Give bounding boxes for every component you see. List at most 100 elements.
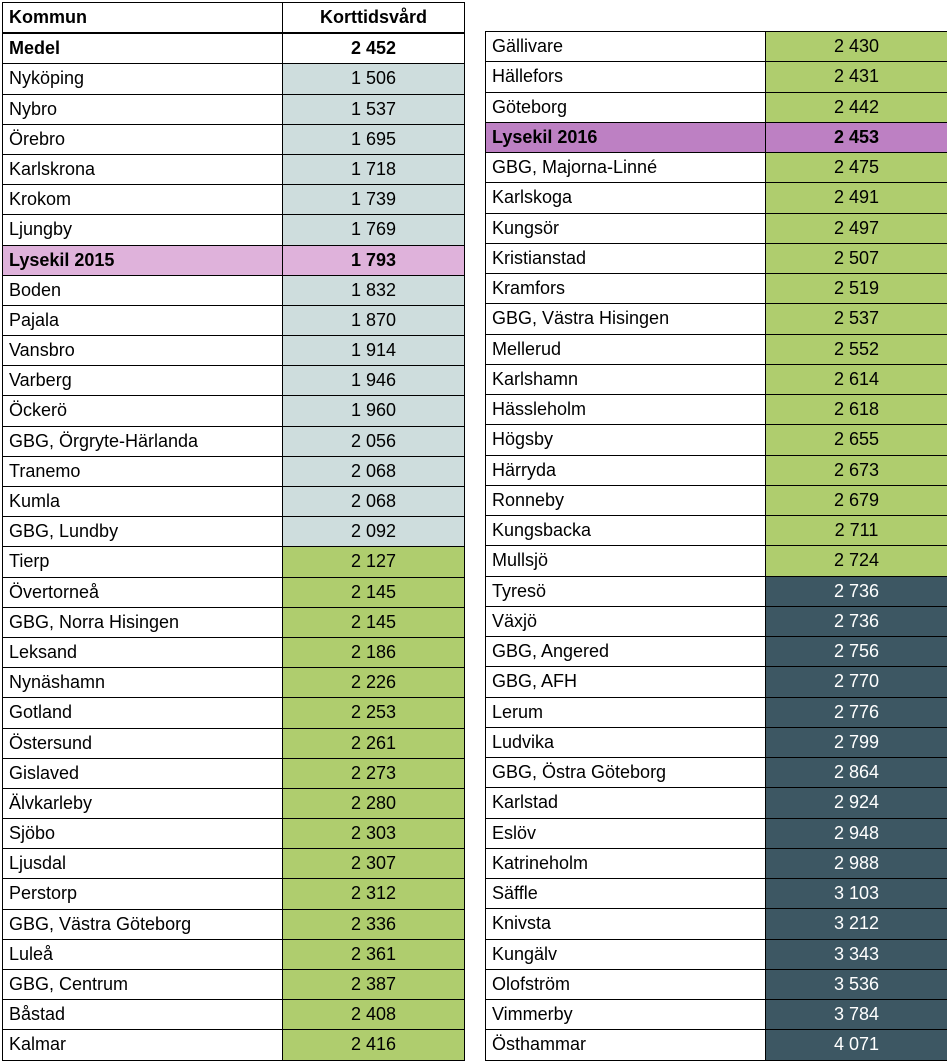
table-row: GBG, Angered2 756	[486, 637, 947, 667]
cell-kommun: GBG, Lundby	[3, 517, 283, 547]
cell-kommun: Högsby	[486, 425, 766, 455]
table-row: Eslöv2 948	[486, 818, 947, 848]
cell-value: 2 711	[766, 516, 947, 546]
cell-kommun: Pajala	[3, 305, 283, 335]
cell-value: 2 430	[766, 32, 947, 62]
cell-value: 2 679	[766, 485, 947, 515]
cell-kommun: Katrineholm	[486, 848, 766, 878]
table-row: Mullsjö2 724	[486, 546, 947, 576]
cell-value: 2 864	[766, 758, 947, 788]
cell-kommun: Tranemo	[3, 456, 283, 486]
cell-kommun: GBG, Östra Göteborg	[486, 758, 766, 788]
cell-value: 2 491	[766, 183, 947, 213]
table-row: GBG, Majorna-Linné2 475	[486, 153, 947, 183]
table-row: Karlskrona1 718	[3, 154, 465, 184]
table-row: Karlshamn2 614	[486, 364, 947, 394]
table-row: Ljungby1 769	[3, 215, 465, 245]
cell-kommun: Kungälv	[486, 939, 766, 969]
cell-kommun: Mellerud	[486, 334, 766, 364]
cell-kommun: GBG, Angered	[486, 637, 766, 667]
cell-kommun: GBG, Centrum	[3, 970, 283, 1000]
table-row: Varberg1 946	[3, 366, 465, 396]
cell-value: 1 832	[283, 275, 465, 305]
table-row: Övertorneå2 145	[3, 577, 465, 607]
table-row: GBG, Västra Göteborg2 336	[3, 909, 465, 939]
cell-value: 1 946	[283, 366, 465, 396]
cell-kommun: Varberg	[3, 366, 283, 396]
cell-kommun: GBG, Västra Hisingen	[486, 304, 766, 334]
header-value: Korttidsvård	[283, 3, 465, 34]
table-row: Kramfors2 519	[486, 274, 947, 304]
cell-value: 2 312	[283, 879, 465, 909]
table-row: Sjöbo2 303	[3, 819, 465, 849]
cell-value: 2 280	[283, 788, 465, 818]
cell-kommun: Krokom	[3, 185, 283, 215]
cell-value: 3 784	[766, 1000, 947, 1030]
table-row: GBG, AFH2 770	[486, 667, 947, 697]
cell-value: 1 914	[283, 336, 465, 366]
cell-value: 2 452	[283, 33, 465, 64]
table-row: Gällivare2 430	[486, 32, 947, 62]
cell-kommun: Vansbro	[3, 336, 283, 366]
cell-value: 2 408	[283, 1000, 465, 1030]
cell-value: 2 303	[283, 819, 465, 849]
table-row: Älvkarleby2 280	[3, 788, 465, 818]
cell-value: 1 793	[283, 245, 465, 275]
cell-value: 3 103	[766, 879, 947, 909]
cell-kommun: Lysekil 2015	[3, 245, 283, 275]
cell-kommun: Nyköping	[3, 64, 283, 94]
cell-value: 2 442	[766, 92, 947, 122]
cell-value: 2 431	[766, 62, 947, 92]
table-row: Vimmerby3 784	[486, 1000, 947, 1030]
cell-value: 2 618	[766, 395, 947, 425]
table-row: Medel2 452	[3, 33, 465, 64]
cell-kommun: Tierp	[3, 547, 283, 577]
table-row: Östhammar4 071	[486, 1030, 947, 1060]
cell-value: 2 475	[766, 153, 947, 183]
cell-kommun: GBG, Västra Göteborg	[3, 909, 283, 939]
cell-value: 2 497	[766, 213, 947, 243]
cell-value: 2 186	[283, 637, 465, 667]
cell-value: 1 718	[283, 154, 465, 184]
cell-kommun: Karlskrona	[3, 154, 283, 184]
cell-kommun: GBG, Majorna-Linné	[486, 153, 766, 183]
table-row: Luleå2 361	[3, 939, 465, 969]
table-row: Tranemo2 068	[3, 456, 465, 486]
cell-kommun: Göteborg	[486, 92, 766, 122]
cell-kommun: Ljungby	[3, 215, 283, 245]
cell-kommun: Nybro	[3, 94, 283, 124]
cell-value: 2 261	[283, 728, 465, 758]
cell-kommun: Älvkarleby	[3, 788, 283, 818]
cell-value: 2 776	[766, 697, 947, 727]
table-row: Öckerö1 960	[3, 396, 465, 426]
table-row: Kristianstad2 507	[486, 243, 947, 273]
table-row: Krokom1 739	[3, 185, 465, 215]
cell-kommun: Mullsjö	[486, 546, 766, 576]
table-row: GBG, Örgryte-Härlanda2 056	[3, 426, 465, 456]
table-row: Nybro1 537	[3, 94, 465, 124]
table-row: Kungälv3 343	[486, 939, 947, 969]
cell-value: 2 770	[766, 667, 947, 697]
table-row: GBG, Västra Hisingen2 537	[486, 304, 947, 334]
cell-kommun: Karlskoga	[486, 183, 766, 213]
cell-kommun: Säffle	[486, 879, 766, 909]
table-row: Hässleholm2 618	[486, 395, 947, 425]
table-row: Kungsör2 497	[486, 213, 947, 243]
table-row: Lerum2 776	[486, 697, 947, 727]
cell-kommun: Härryda	[486, 455, 766, 485]
cell-value: 2 924	[766, 788, 947, 818]
cell-kommun: Ludvika	[486, 727, 766, 757]
cell-value: 2 655	[766, 425, 947, 455]
cell-value: 2 068	[283, 456, 465, 486]
cell-value: 2 519	[766, 274, 947, 304]
cell-value: 1 695	[283, 124, 465, 154]
cell-value: 2 948	[766, 818, 947, 848]
cell-value: 2 253	[283, 698, 465, 728]
table-row: Ludvika2 799	[486, 727, 947, 757]
cell-kommun: Sjöbo	[3, 819, 283, 849]
cell-kommun: Ljusdal	[3, 849, 283, 879]
table-row: Perstorp2 312	[3, 879, 465, 909]
cell-kommun: Vimmerby	[486, 1000, 766, 1030]
cell-value: 2 736	[766, 576, 947, 606]
cell-kommun: Leksand	[3, 637, 283, 667]
